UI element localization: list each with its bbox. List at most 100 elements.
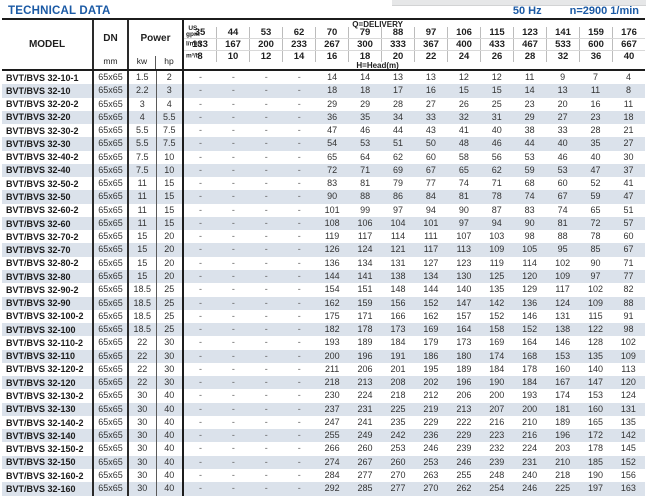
power-kw-cell: 30 — [129, 468, 157, 483]
head-value-cell: 59 — [590, 191, 601, 202]
head-value-cell: - — [198, 244, 202, 255]
head-value-cell: 65 — [590, 204, 601, 215]
head-value-cell: - — [198, 324, 202, 335]
power-column-header: Power kw hp — [129, 20, 184, 69]
power-hp-cell: 10 — [157, 163, 184, 178]
power-kw-cell: 22 — [129, 336, 157, 350]
head-value-cell: 83 — [524, 204, 535, 215]
speed-label: n=2900 1/min — [569, 5, 639, 17]
head-value-cell: - — [264, 217, 268, 228]
power-kw-cell: 11 — [129, 190, 157, 204]
power-hp-cell: 7.5 — [157, 137, 184, 151]
head-value-cell: - — [297, 403, 301, 414]
model-cell: BVT/BVS 32-120 — [2, 376, 94, 390]
head-value-cell: 231 — [522, 456, 538, 467]
flow-value-cell: 22 — [414, 51, 447, 62]
power-kw-cell: 7.5 — [129, 163, 157, 178]
head-value-cell: - — [198, 430, 202, 441]
head-value-cell: - — [264, 284, 268, 295]
head-value-cell: - — [264, 456, 268, 467]
head-value-cell: 152 — [522, 324, 538, 335]
dn-unit-label: mm — [103, 56, 118, 66]
head-value-cell: 13 — [392, 72, 403, 82]
dn-cell: 65x65 — [94, 309, 129, 324]
head-value-cell: - — [198, 270, 202, 281]
head-value-cell: 131 — [390, 257, 406, 268]
head-value-cell: - — [231, 377, 235, 388]
head-value-cell: 109 — [489, 244, 505, 255]
head-value-cell: 102 — [620, 337, 636, 348]
power-hp-cell: 15 — [157, 190, 184, 204]
head-value-cell: 94 — [491, 217, 502, 228]
table-row: BVT/BVS 32-130-2 65x65 30 40 - - - - 230 224 218 21… — [2, 389, 645, 403]
flow-value-cell: 40 — [612, 51, 645, 62]
head-value-cell: 179 — [423, 337, 439, 348]
head-value-cell: 53 — [557, 164, 568, 175]
head-value-cell: - — [198, 469, 202, 480]
head-value-cell: 235 — [390, 416, 406, 427]
head-value-cell: 16 — [590, 98, 601, 109]
head-value-cell: 262 — [456, 483, 472, 494]
model-cell: BVT/BVS 32-90 — [2, 296, 94, 310]
head-value-cell: 17 — [392, 85, 403, 96]
model-cell: BVT/BVS 32-80 — [2, 269, 94, 284]
head-value-cell: 44 — [524, 138, 535, 149]
head-value-cell: - — [198, 284, 202, 295]
head-value-cell: 260 — [357, 443, 373, 454]
head-value-cell: 77 — [623, 270, 634, 281]
head-value-cell: - — [231, 443, 235, 454]
head-value-cell: - — [231, 310, 235, 321]
head-value-cell: 162 — [324, 297, 340, 308]
power-hp-cell: 30 — [157, 376, 184, 390]
table-row: BVT/BVS 32-40-2 65x65 7.5 10 - - - - 65 64 62 60 58 5… — [2, 150, 645, 164]
head-value-cell: - — [264, 350, 268, 361]
head-value-cell: - — [264, 416, 268, 427]
power-hp-cell: 30 — [157, 362, 184, 377]
head-value-cell: 121 — [390, 244, 406, 255]
head-value-cell: - — [231, 138, 235, 149]
flow-value-cell: 10 — [216, 51, 249, 62]
table-body: BVT/BVS 32-10-1 65x65 1.5 2- - - -14 14 13 13 12 12… — [2, 71, 645, 496]
head-value-cell: 78 — [491, 191, 502, 202]
head-value-cell: 59 — [524, 164, 535, 175]
head-value-cell: 218 — [555, 469, 571, 480]
head-value-cell: - — [231, 270, 235, 281]
flow-value-cell: 53 — [249, 27, 282, 38]
head-value-cell: 210 — [522, 416, 538, 427]
head-value-cell: 184 — [390, 337, 406, 348]
head-value-cell: 134 — [423, 270, 439, 281]
head-value-cell: - — [297, 138, 301, 149]
power-units: kw hp — [129, 56, 182, 69]
dn-cell: 65x65 — [94, 256, 129, 270]
head-value-cell: - — [297, 111, 301, 122]
head-value-cell: - — [231, 416, 235, 427]
power-hp-cell: 10 — [157, 150, 184, 164]
power-kw-cell: 11 — [129, 216, 157, 231]
flow-value-cell: 16 — [315, 51, 348, 62]
head-value-cell: 190 — [489, 377, 505, 388]
head-value-cell: 246 — [522, 483, 538, 494]
head-value-cell: 211 — [324, 363, 340, 374]
table-row: BVT/BVS 32-30-2 65x65 5.5 7.5 - - - - 47 46 44 43 41… — [2, 124, 645, 138]
head-value-cell: 120 — [620, 377, 636, 388]
head-value-cell: - — [231, 257, 235, 268]
head-value-cell: 44 — [392, 125, 403, 136]
head-value-cell: 81 — [458, 191, 469, 202]
head-value-cell: - — [198, 363, 202, 374]
delivery-label: Q=DELIVERY — [352, 20, 403, 29]
power-hp-cell: 20 — [157, 243, 184, 257]
head-value-cell: 127 — [423, 257, 439, 268]
head-value-cell: 60 — [425, 151, 436, 162]
flow-value-cell: 20 — [381, 51, 414, 62]
head-value-cell: - — [198, 337, 202, 348]
head-value-cell: 101 — [324, 204, 340, 215]
head-value-cell: - — [264, 270, 268, 281]
head-value-cell: 30 — [623, 151, 634, 162]
head-value-cell: 152 — [489, 310, 505, 321]
head-value-cell: - — [264, 377, 268, 388]
head-value-cell: 267 — [357, 456, 373, 467]
power-hp-cell: 40 — [157, 389, 184, 403]
head-value-cell: - — [231, 350, 235, 361]
model-cell: BVT/BVS 32-120-2 — [2, 362, 94, 377]
head-value-cell: - — [231, 483, 235, 494]
